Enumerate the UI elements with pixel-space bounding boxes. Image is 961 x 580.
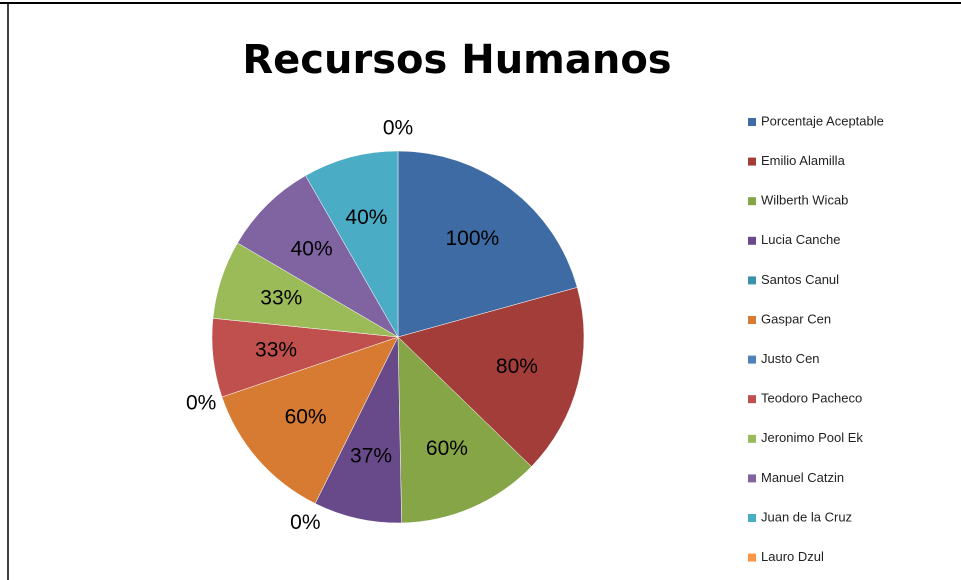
legend-swatch (748, 355, 756, 364)
data-label: 0% (290, 511, 320, 534)
legend-label: Emilio Alamilla (761, 153, 846, 168)
data-label: 80% (496, 355, 538, 378)
pie-slice (397, 287, 585, 467)
legend-swatch (748, 157, 756, 166)
legend-label: Teodoro Pacheco (761, 391, 862, 406)
legend-label: Gaspar Cen (761, 311, 831, 326)
legend-label: Jeronimo Pool Ek (761, 430, 863, 445)
data-label: 0% (186, 392, 216, 415)
data-label: 33% (255, 338, 297, 361)
legend-swatch (748, 553, 756, 562)
chart-title: Recursos Humanos (242, 37, 671, 83)
legend-swatch (748, 236, 756, 245)
data-label: 33% (260, 286, 302, 309)
pie-slice (237, 175, 399, 338)
pie-slice (221, 336, 399, 504)
pie-slice (397, 150, 578, 338)
legend-swatch (748, 276, 756, 285)
data-label: 37% (350, 444, 392, 467)
legend-swatch (748, 395, 756, 404)
data-label: 60% (426, 437, 468, 460)
data-label: 0% (383, 117, 413, 140)
legend-swatch (748, 197, 756, 206)
legend-label: Manuel Catzin (761, 470, 844, 485)
legend-label: Wilberth Wicab (761, 193, 848, 208)
legend-swatch (748, 434, 756, 443)
pie-slice (305, 150, 399, 338)
legend-label: Porcentaje Aceptable (761, 113, 884, 128)
legend-label: Juan de la Cruz (761, 509, 852, 524)
legend-swatch (748, 316, 756, 324)
data-label: 40% (345, 206, 387, 229)
legend-label: Lucia Canche (761, 232, 841, 247)
pie-slice (397, 336, 532, 524)
legend-label: Santos Canul (761, 272, 839, 287)
data-label: 40% (291, 237, 333, 260)
legend-swatch (748, 514, 756, 522)
data-label: 60% (285, 405, 327, 428)
legend-swatch (748, 474, 756, 483)
legend-label: Justo Cen (761, 351, 820, 366)
legend-label: Lauro Dzul (761, 549, 824, 564)
data-label: 100% (445, 227, 499, 250)
legend-swatch (748, 118, 756, 126)
